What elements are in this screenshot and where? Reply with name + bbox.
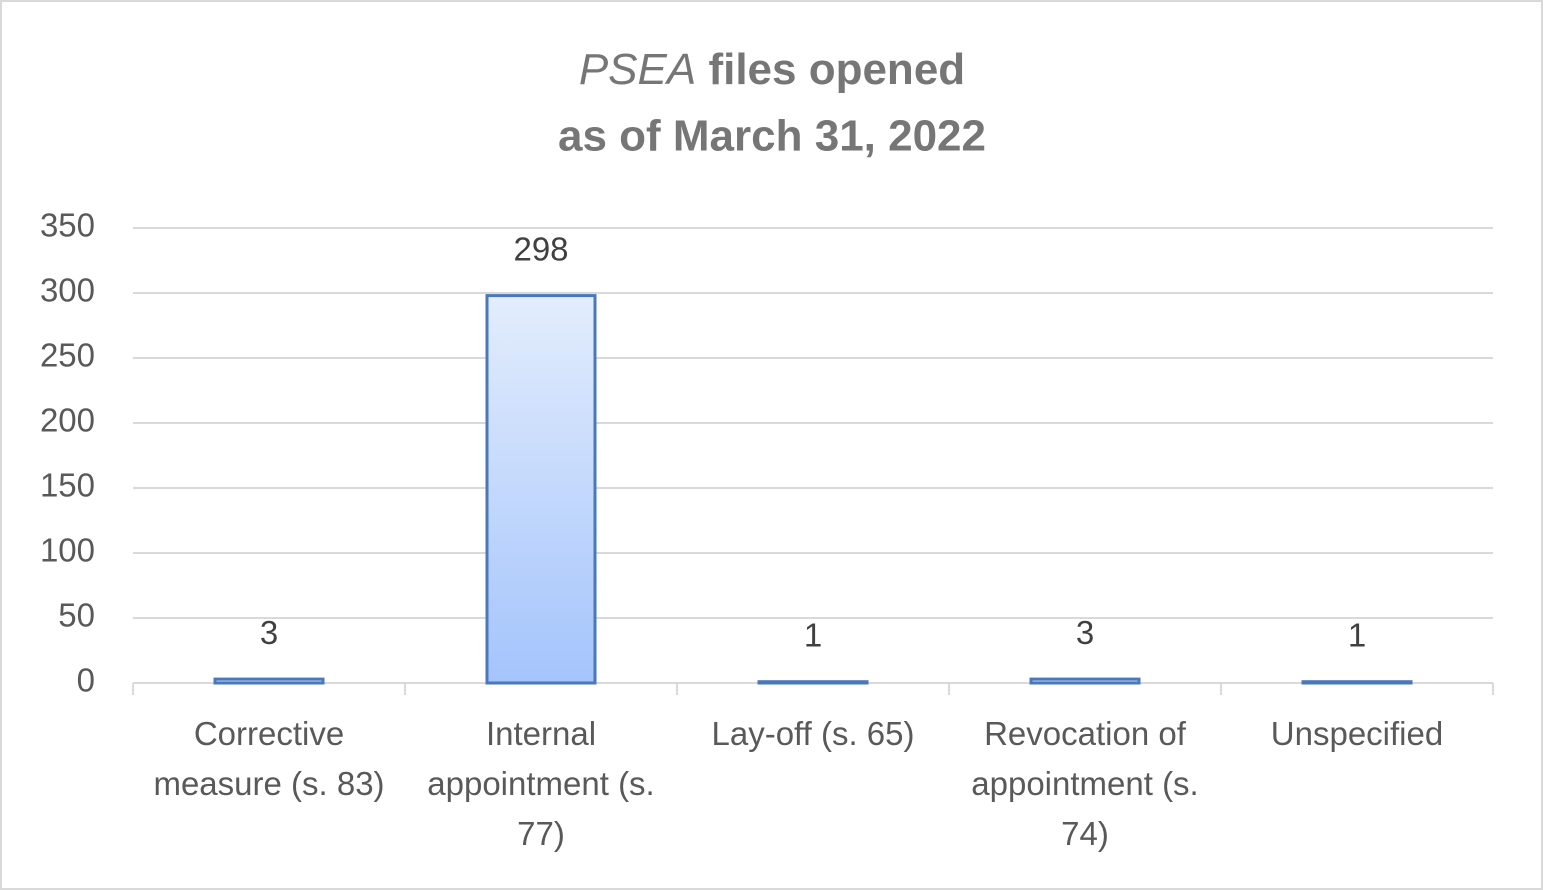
chart-title: PSEA files opened <box>579 45 965 94</box>
x-tick-label: Unspecified <box>1270 715 1444 752</box>
x-tick-label: Corrective measure (s. 83) <box>153 715 385 802</box>
y-tick-label: 300 <box>40 272 95 309</box>
chart-title: as of March 31, 2022 <box>558 112 986 161</box>
x-tick-label: Lay-off (s. 65) <box>711 715 915 752</box>
bar <box>1029 677 1141 685</box>
y-tick-label: 0 <box>77 662 95 699</box>
bar <box>757 680 869 685</box>
bar <box>1301 680 1413 685</box>
data-label: 1 <box>804 616 822 653</box>
bar <box>485 294 597 685</box>
x-tick-label: Internal appointment (s. 77) <box>427 715 655 852</box>
data-label: 3 <box>260 614 278 651</box>
y-tick-label: 200 <box>40 402 95 439</box>
data-label: 298 <box>513 230 568 267</box>
x-tick-label: Revocation of appointment (s. 74) <box>971 715 1199 852</box>
data-label: 1 <box>1348 616 1366 653</box>
y-tick-label: 350 <box>40 207 95 244</box>
bar <box>213 677 325 685</box>
data-label: 3 <box>1076 614 1094 651</box>
y-tick-label: 100 <box>40 532 95 569</box>
y-tick-label: 250 <box>40 337 95 374</box>
y-tick-label: 150 <box>40 467 95 504</box>
y-tick-label: 50 <box>58 597 95 634</box>
